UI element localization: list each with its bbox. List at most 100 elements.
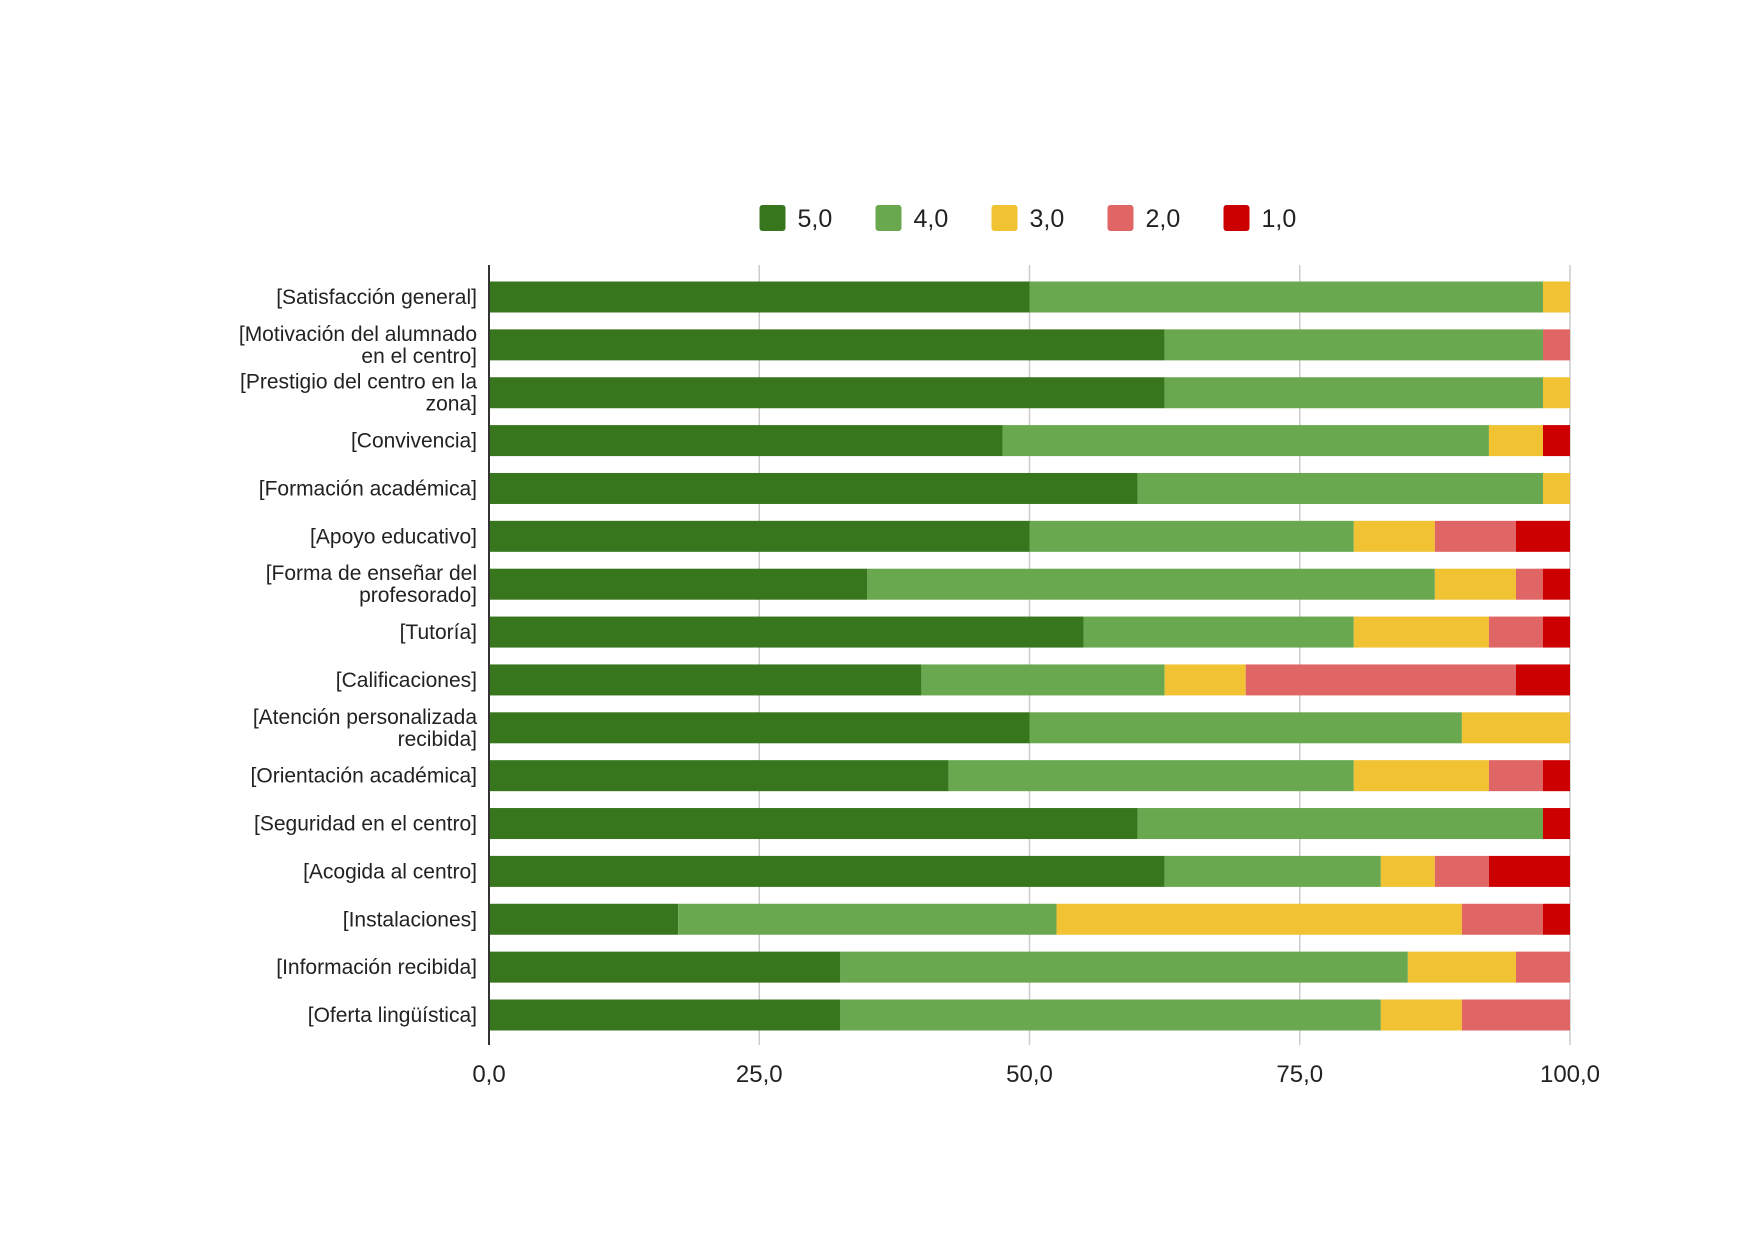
bar-segment bbox=[1407, 951, 1516, 983]
bar-segment bbox=[1353, 616, 1489, 648]
bar-segment bbox=[840, 951, 1408, 983]
bar-segment bbox=[867, 568, 1435, 600]
bar-segment bbox=[1029, 520, 1354, 552]
legend-swatch bbox=[1223, 205, 1250, 231]
legend-label: 5,0 bbox=[798, 205, 833, 233]
bar-segment bbox=[1542, 808, 1570, 840]
bar-segment bbox=[1164, 855, 1381, 887]
bar-segment bbox=[1542, 568, 1570, 600]
bar-segment bbox=[489, 616, 1084, 648]
bar-segment bbox=[489, 377, 1165, 409]
bar-segment bbox=[1353, 760, 1489, 792]
bar-segment bbox=[1542, 329, 1570, 361]
bar-segment bbox=[1542, 903, 1570, 935]
bar-segment bbox=[1164, 377, 1543, 409]
bar-segment bbox=[1164, 329, 1543, 361]
bar-segment bbox=[1434, 855, 1489, 887]
bar-segment bbox=[1434, 568, 1516, 600]
bar-segment bbox=[1002, 425, 1489, 457]
legend-swatch bbox=[759, 205, 786, 231]
bar-segment bbox=[1542, 281, 1570, 313]
bar-segment bbox=[1461, 712, 1570, 744]
bar-segment bbox=[1137, 472, 1543, 504]
x-tick-label: 0,0 bbox=[472, 1061, 505, 1088]
bar-segment bbox=[489, 472, 1138, 504]
category-label: [Prestigio del centro en la zona] bbox=[240, 371, 477, 416]
bar-segment bbox=[1461, 999, 1570, 1031]
legend-label: 3,0 bbox=[1030, 205, 1065, 233]
category-label: [Apoyo educativo] bbox=[310, 525, 477, 548]
category-label: [Orientación académica] bbox=[251, 765, 477, 788]
category-label: [Instalaciones] bbox=[343, 908, 477, 931]
legend-swatch bbox=[991, 205, 1018, 231]
legend-item: 2,0 bbox=[1107, 205, 1181, 233]
bar-segment bbox=[1488, 760, 1543, 792]
x-tick-label: 100,0 bbox=[1540, 1061, 1600, 1088]
category-label: [Forma de enseñar del profesorado] bbox=[266, 562, 477, 607]
bar-segment bbox=[1542, 472, 1570, 504]
bar-segment bbox=[489, 281, 1030, 313]
bar-segment bbox=[489, 568, 868, 600]
bar-segment bbox=[489, 425, 1003, 457]
category-label: [Oferta lingüística] bbox=[308, 1004, 477, 1027]
bar-segment bbox=[1515, 951, 1570, 983]
bar-segment bbox=[678, 903, 1057, 935]
bar-segment bbox=[489, 520, 1030, 552]
bar-segment bbox=[489, 808, 1138, 840]
bar-segment bbox=[948, 760, 1354, 792]
legend: 5,0 4,0 3,0 2,0 1,0 bbox=[759, 205, 1297, 233]
bar-segment bbox=[921, 664, 1165, 696]
bar-segment bbox=[1488, 855, 1570, 887]
bar-segment bbox=[1353, 520, 1435, 552]
bar-segment bbox=[489, 903, 679, 935]
category-label: [Atención personalizada recibida] bbox=[253, 706, 477, 751]
x-tick-label: 50,0 bbox=[1006, 1061, 1053, 1088]
category-label: [Motivación del alumnado en el centro] bbox=[239, 323, 477, 368]
bar-segment bbox=[1515, 664, 1570, 696]
bar-segment bbox=[489, 712, 1030, 744]
bar-segment bbox=[1137, 808, 1543, 840]
x-tick-label: 25,0 bbox=[736, 1061, 783, 1088]
category-label: [Calificaciones] bbox=[336, 669, 477, 692]
bar-segment bbox=[489, 760, 949, 792]
category-labels: [Satisfacción general] [Motivación del al… bbox=[239, 286, 477, 1027]
category-label: [Convivencia] bbox=[351, 430, 477, 453]
bar-segment bbox=[1488, 425, 1543, 457]
legend-label: 1,0 bbox=[1262, 205, 1297, 233]
bar-segment bbox=[1515, 568, 1543, 600]
bar-segment bbox=[1542, 760, 1570, 792]
category-label: [Satisfacción general] bbox=[276, 286, 477, 309]
bars bbox=[489, 281, 1570, 1031]
category-label: [Formación académica] bbox=[259, 477, 477, 500]
bar-segment bbox=[489, 855, 1165, 887]
bar-segment bbox=[1542, 616, 1570, 648]
category-label: [Seguridad en el centro] bbox=[254, 813, 477, 836]
legend-label: 2,0 bbox=[1146, 205, 1181, 233]
legend-swatch bbox=[875, 205, 902, 231]
bar-segment bbox=[840, 999, 1381, 1031]
category-label: [Acogida al centro] bbox=[303, 860, 477, 883]
bar-segment bbox=[489, 999, 841, 1031]
bar-segment bbox=[1245, 664, 1516, 696]
legend-item: 5,0 bbox=[759, 205, 833, 233]
bar-segment bbox=[1461, 903, 1543, 935]
category-label: [Tutoría] bbox=[400, 621, 477, 644]
legend-item: 3,0 bbox=[991, 205, 1065, 233]
bar-segment bbox=[1029, 712, 1462, 744]
x-tick-label: 75,0 bbox=[1276, 1061, 1323, 1088]
bar-segment bbox=[1434, 520, 1516, 552]
bar-segment bbox=[489, 951, 841, 983]
bar-segment bbox=[1542, 425, 1570, 457]
bar-segment bbox=[1380, 855, 1435, 887]
x-tick-labels: 0,0 25,0 50,0 75,0 100,0 bbox=[472, 1061, 1600, 1088]
legend-item: 4,0 bbox=[875, 205, 948, 233]
bar-segment bbox=[1083, 616, 1354, 648]
bar-segment bbox=[489, 329, 1165, 361]
legend-item: 1,0 bbox=[1223, 205, 1297, 233]
bar-segment bbox=[1542, 377, 1570, 409]
bar-segment bbox=[1056, 903, 1462, 935]
category-label: [Información recibida] bbox=[276, 956, 477, 979]
bar-segment bbox=[1029, 281, 1543, 313]
